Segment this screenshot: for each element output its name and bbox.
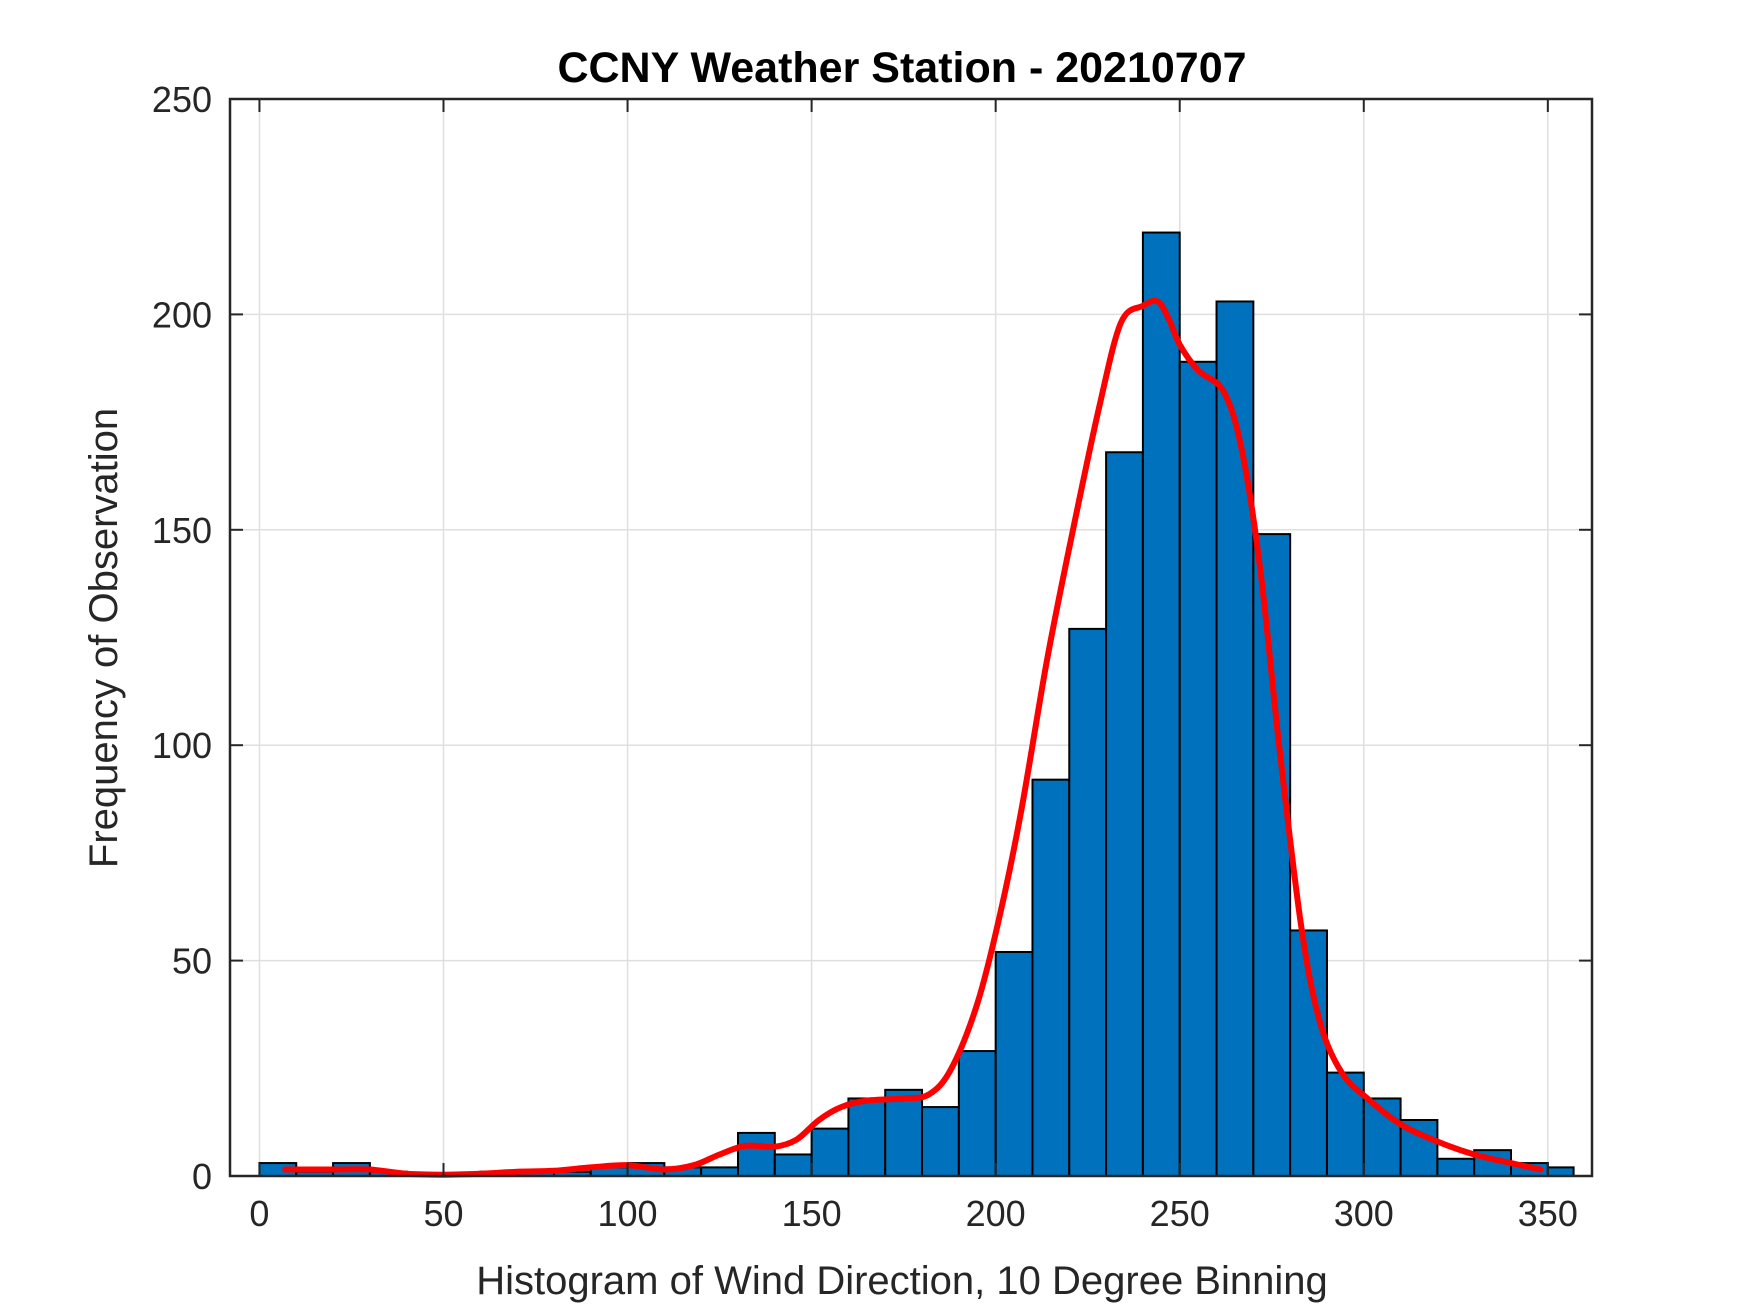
y-axis-label: Frequency of Observation: [82, 408, 126, 868]
y-tick-label: 150: [152, 510, 212, 551]
histogram-bar: [884, 1088, 924, 1177]
histogram-bar: [1105, 451, 1144, 1178]
histogram-bar: [810, 1127, 850, 1178]
x-tick-label: 100: [598, 1193, 658, 1234]
x-tick-label: 300: [1334, 1193, 1394, 1234]
histogram-bar: [1031, 778, 1071, 1177]
y-tick-label: 50: [172, 941, 212, 982]
histogram-bar: [773, 1153, 813, 1177]
y-tick-label: 0: [192, 1156, 212, 1197]
x-tick-label: 200: [966, 1193, 1026, 1234]
density-curve-line: [282, 297, 1544, 1178]
histogram-bars: [258, 231, 1575, 1178]
histogram-bar: [1215, 300, 1255, 1177]
chart-title: CCNY Weather Station - 20210707: [557, 44, 1246, 92]
histogram-bar: [994, 950, 1034, 1178]
histogram-bar: [1436, 1157, 1476, 1177]
axes-box: [228, 97, 1594, 1178]
x-tick-label: 350: [1518, 1193, 1578, 1234]
x-axis-label: Histogram of Wind Direction, 10 Degree B…: [476, 1259, 1328, 1303]
histogram-bar: [700, 1166, 739, 1178]
density-curve: [282, 297, 1544, 1178]
histogram-bar: [957, 1050, 997, 1177]
y-tick-label: 250: [152, 79, 212, 120]
histogram-bar: [1546, 1166, 1575, 1178]
x-tick-label: 0: [249, 1193, 269, 1234]
y-tick-label: 200: [152, 294, 212, 335]
histogram-bar: [736, 1131, 776, 1178]
histogram-bar: [1178, 360, 1218, 1177]
x-tick-label: 50: [423, 1193, 463, 1234]
x-tick-label: 250: [1150, 1193, 1210, 1234]
histogram-bar: [1252, 533, 1292, 1177]
histogram-bar: [921, 1106, 960, 1178]
histogram-bar: [1068, 627, 1108, 1177]
histogram-bar: [847, 1097, 887, 1178]
histogram-bar: [1141, 231, 1181, 1178]
x-tick-label: 150: [782, 1193, 842, 1234]
y-tick-label: 100: [152, 725, 212, 766]
axis-ticks: 0 50 100 150 200 250 300 350 0 50 100 150 200 250: [152, 79, 1592, 1234]
